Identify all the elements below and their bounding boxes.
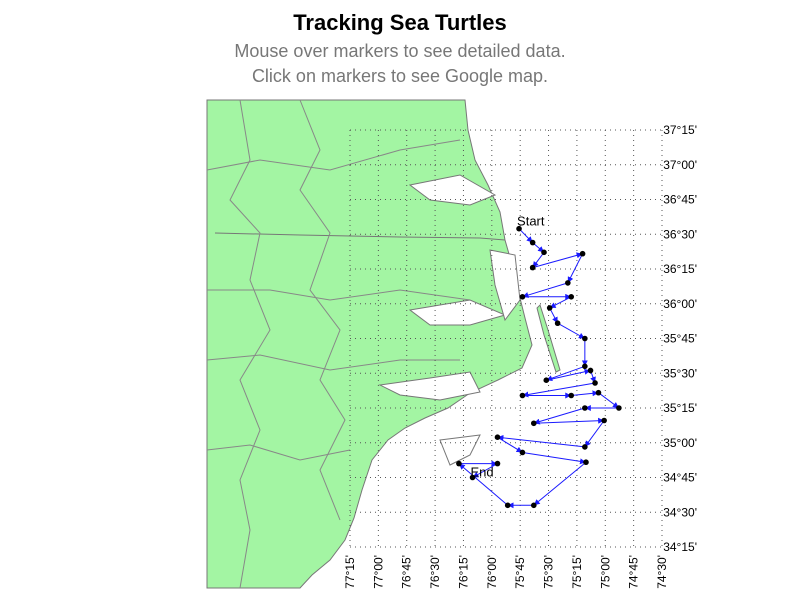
marker[interactable]	[582, 405, 588, 411]
marker[interactable]	[568, 294, 575, 300]
marker[interactable]	[583, 459, 589, 466]
lon-label: 77°00'	[371, 555, 385, 589]
track-segment	[497, 436, 523, 453]
track-segment	[571, 390, 599, 397]
track-segment	[546, 365, 586, 381]
lat-label: 37°15'	[663, 123, 697, 137]
marker[interactable]	[554, 320, 561, 327]
track-segment	[522, 282, 568, 298]
marker[interactable]	[582, 363, 588, 370]
lon-label: 75°30'	[542, 555, 556, 589]
track-segment	[472, 463, 498, 478]
lon-label: 76°45'	[400, 555, 414, 589]
lon-label: 76°15'	[456, 555, 470, 589]
lon-label: 76°00'	[485, 555, 499, 589]
marker[interactable]	[568, 392, 575, 399]
graticule-labels: 37°15' 37°00' 36°45' 36°30' 36°15' 36°00' 35°4…	[343, 123, 697, 589]
lon-label: 76°30'	[428, 555, 442, 589]
marker[interactable]	[546, 305, 553, 311]
marker[interactable]	[494, 434, 501, 440]
lat-label: 36°15'	[663, 262, 697, 276]
lat-label: 34°15'	[663, 540, 697, 554]
marker[interactable]	[530, 502, 537, 509]
marker[interactable]	[529, 264, 536, 271]
track-segment	[549, 296, 572, 309]
title: Tracking Sea Turtles	[293, 10, 507, 35]
marker[interactable]	[543, 377, 550, 384]
marker[interactable]	[592, 380, 598, 386]
marker[interactable]	[601, 417, 607, 424]
marker[interactable]	[469, 474, 476, 481]
marker[interactable]	[530, 420, 537, 427]
marker[interactable]	[541, 249, 547, 256]
track-segment	[557, 322, 586, 339]
marker[interactable]	[519, 392, 526, 399]
track-segment	[567, 253, 584, 284]
marker[interactable]	[582, 335, 588, 342]
start-label: Start	[517, 214, 545, 229]
marker[interactable]	[494, 460, 501, 467]
lat-label: 36°00'	[663, 297, 697, 311]
track-segment	[532, 252, 583, 269]
marker[interactable]	[587, 367, 594, 374]
lon-label: 77°15'	[343, 555, 357, 589]
lat-label: 36°45'	[663, 193, 697, 207]
lat-label: 35°00'	[663, 436, 697, 450]
track-segment	[549, 307, 559, 324]
track-segment	[546, 368, 591, 381]
lat-label: 34°45'	[663, 471, 697, 485]
track-segment	[533, 407, 585, 425]
lon-label: 74°30'	[655, 555, 669, 589]
lat-label: 35°15'	[663, 401, 697, 415]
marker[interactable]	[616, 405, 622, 411]
track-segment	[458, 463, 509, 506]
marker[interactable]	[504, 502, 511, 509]
lat-label: 37°00'	[663, 158, 697, 172]
track-segment	[532, 252, 545, 268]
track-segment	[533, 461, 587, 506]
marker[interactable]	[519, 449, 526, 456]
track-segment	[533, 417, 605, 424]
lon-label: 74°45'	[627, 555, 641, 589]
track-segment	[522, 451, 587, 465]
lat-label: 35°30'	[663, 366, 697, 380]
marker[interactable]	[519, 294, 526, 300]
track-segment	[598, 392, 620, 409]
lat-label: 36°30'	[663, 227, 697, 241]
lon-label: 75°15'	[570, 555, 584, 589]
marker[interactable]	[565, 280, 571, 286]
subtitle: Click on markers to see Google map.	[252, 66, 548, 86]
track-segment	[584, 420, 605, 448]
track-segment	[497, 434, 585, 448]
land	[206, 99, 561, 589]
lat-label: 34°30'	[663, 505, 697, 519]
marker[interactable]	[456, 460, 462, 467]
track: Start End	[456, 214, 622, 509]
lon-label: 75°45'	[513, 555, 527, 589]
track-segment	[522, 382, 596, 398]
marker[interactable]	[516, 225, 522, 232]
marker[interactable]	[579, 250, 586, 257]
lon-label: 75°00'	[598, 555, 612, 589]
marker[interactable]	[595, 389, 602, 396]
subtitle: Mouse over markers to see detailed data.	[234, 41, 565, 61]
end-label: End	[471, 465, 494, 480]
track-segment	[518, 228, 534, 243]
marker[interactable]	[529, 239, 536, 246]
marker[interactable]	[582, 444, 588, 450]
lat-label: 35°45'	[663, 332, 697, 346]
